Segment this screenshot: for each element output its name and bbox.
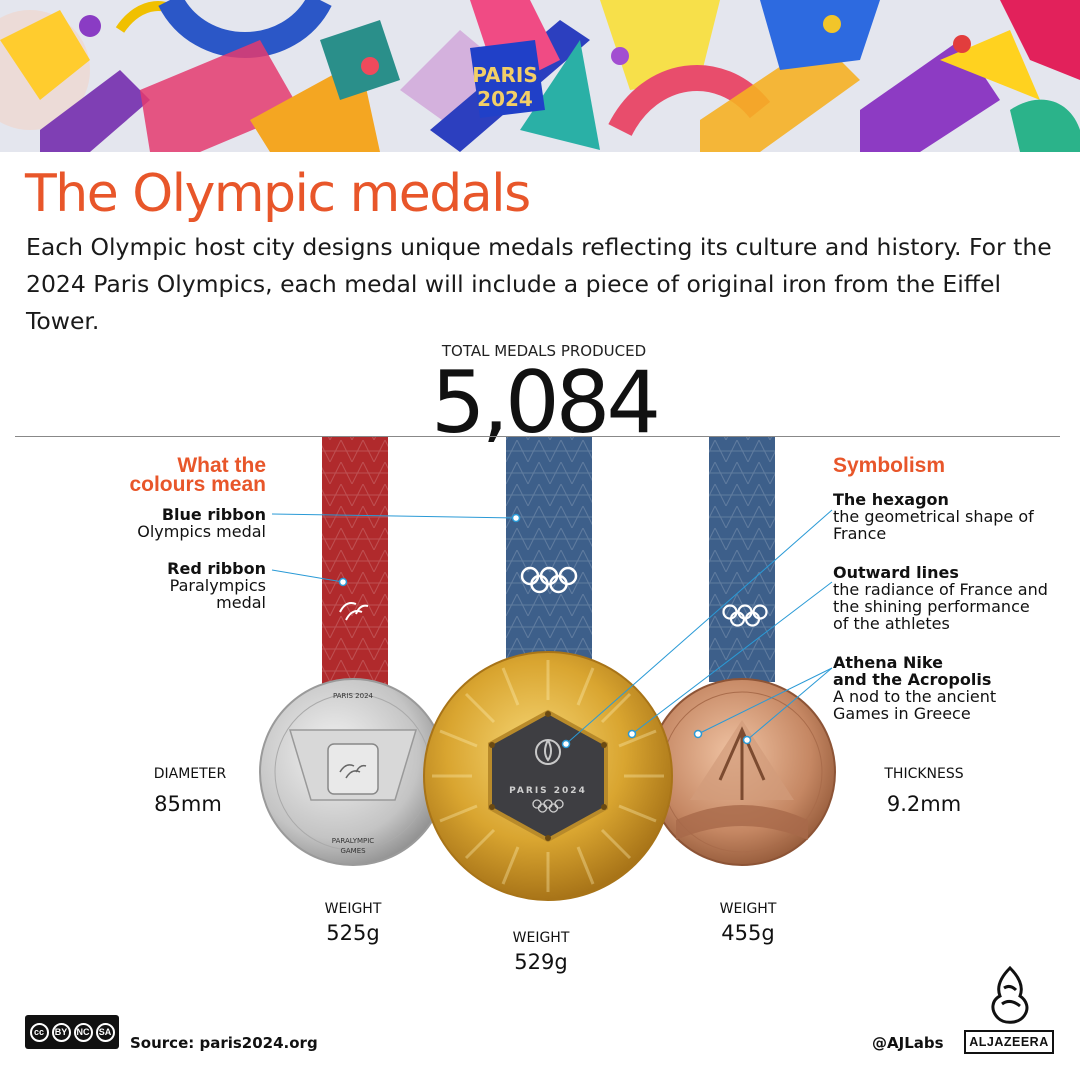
blue-ribbon-label: Blue ribbon Olympics medal (60, 506, 266, 540)
silver-medal: PARIS 2024 PARALYMPIC GAMES (259, 678, 447, 866)
silver-weight-value: 525g (326, 921, 380, 945)
blue-ribbon-text: Olympics medal (137, 522, 266, 541)
thickness-value: 9.2mm (886, 792, 962, 816)
olympic-rings-icon (532, 799, 564, 813)
hexagon-text-line2: France (833, 524, 887, 543)
diameter-value: 85mm (154, 792, 222, 816)
hexagon-text-line1: the geometrical shape of (833, 507, 1034, 526)
olympic-rings-icon (520, 566, 578, 594)
cc-sa-badge: SA (95, 1022, 115, 1042)
gold-medal-center-text: PARIS 2024 (509, 786, 587, 796)
outward-lines-title: Outward lines (833, 563, 959, 582)
athena-label: Athena Nike and the Acropolis A nod to t… (833, 654, 1073, 722)
athena-text-line1: A nod to the ancient (833, 687, 997, 706)
gold-weight-label: WEIGHT (512, 930, 570, 946)
colours-heading-line2: colours mean (129, 473, 266, 496)
hexagon-label: The hexagon the geometrical shape of Fra… (833, 491, 1073, 542)
blue-ribbon-center (506, 437, 592, 677)
paralympic-agitos-icon (339, 602, 369, 621)
red-ribbon-text-line2: medal (216, 593, 266, 612)
source-credit: Source: paris2024.org (130, 1034, 318, 1052)
pointer-lines (271, 509, 833, 745)
hexagon-title: The hexagon (833, 490, 949, 509)
cc-nc-badge: NC (73, 1022, 93, 1042)
red-ribbon-text-line1: Paralympics (169, 576, 266, 595)
red-ribbon (322, 437, 388, 699)
athena-text-line2: Games in Greece (833, 704, 971, 723)
outward-lines-text-line3: of the athletes (833, 614, 950, 633)
aljazeera-wordmark: ALJAZEERA (964, 1030, 1054, 1054)
ajlabs-handle: @AJLabs (872, 1034, 944, 1052)
gold-medal: PARIS 2024 (423, 651, 673, 901)
outward-lines-text-line1: the radiance of France and (833, 580, 1048, 599)
bronze-medal (648, 678, 836, 866)
paris-logo-line2: 2024 (477, 87, 533, 111)
cc-badge: cc (29, 1022, 49, 1042)
paris-logo-line1: PARIS (472, 63, 538, 87)
silver-medal-bottom-text: PARALYMPIC (332, 837, 375, 845)
silver-medal-bottom-text-2: GAMES (340, 847, 366, 855)
outward-lines-text-line2: the shining performance (833, 597, 1030, 616)
thickness-label: THICKNESS (884, 766, 964, 782)
paris-flame-icon (535, 739, 561, 765)
cc-by-badge: BY (51, 1022, 71, 1042)
page-title: The Olympic medals (25, 164, 531, 224)
athena-title-line2: and the Acropolis (833, 670, 992, 689)
creative-commons-icon: cc BY NC SA (25, 1015, 119, 1049)
pointer-dots (338, 513, 752, 749)
athena-title-line1: Athena Nike (833, 653, 943, 672)
blue-ribbon-right (709, 437, 775, 682)
total-medals-value: 5,084 (430, 353, 661, 453)
red-ribbon-label: Red ribbon Paralympics medal (60, 560, 266, 611)
olympic-rings-icon (722, 604, 768, 627)
header-banner: PARIS 2024 (0, 0, 1080, 152)
total-medals-label: TOTAL MEDALS PRODUCED (441, 342, 647, 360)
gold-weight-value: 529g (514, 950, 568, 974)
bronze-weight-value: 455g (721, 921, 775, 945)
red-ribbon-title: Red ribbon (167, 559, 266, 578)
blue-ribbon-title: Blue ribbon (161, 505, 266, 524)
diameter-label: DIAMETER (153, 766, 227, 782)
divider-line (15, 436, 1060, 437)
outward-lines-label: Outward lines the radiance of France and… (833, 564, 1073, 632)
symbolism-heading: Symbolism (833, 454, 946, 477)
silver-weight-label: WEIGHT (324, 901, 382, 917)
banner-illustration: PARIS 2024 (0, 0, 1080, 152)
silver-medal-top-text: PARIS 2024 (333, 692, 374, 700)
colours-heading-line1: What the (177, 454, 266, 477)
colours-heading: What the colours mean (60, 454, 266, 496)
aljazeera-logo-icon (991, 966, 1029, 1024)
bronze-weight-label: WEIGHT (719, 901, 777, 917)
intro-paragraph: Each Olympic host city designs unique me… (26, 233, 1052, 335)
